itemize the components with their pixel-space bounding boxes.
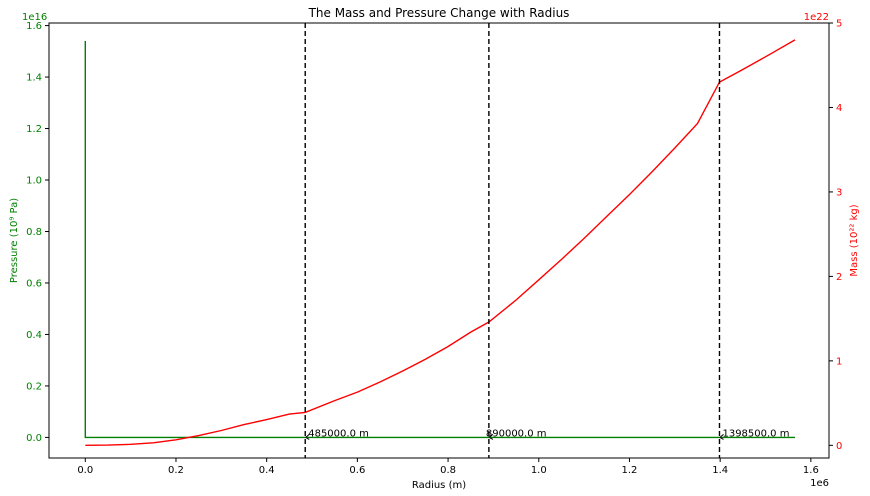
pressure-series-line <box>84 41 795 439</box>
y-left-tick-label: 0.8 <box>26 227 42 238</box>
radius-annotation: 485000.0 m <box>308 428 369 439</box>
x-tick-label: 1.6 <box>803 465 819 476</box>
x-tick-label: 0.2 <box>168 465 184 476</box>
y-left-offset-label: 1e16 <box>22 12 47 23</box>
chart-title: The Mass and Pressure Change with Radius <box>308 6 570 20</box>
y-left-tick-label: 1.6 <box>26 21 42 32</box>
radius-annotation: 1398500.0 m <box>722 428 789 439</box>
x-tick-label: 0.4 <box>259 465 275 476</box>
plot-frame <box>48 22 830 459</box>
y-left-axis-label: Pressure (10⁹ Pa) <box>9 198 20 283</box>
x-tick-label: 1.2 <box>622 465 638 476</box>
y-left-tick-label: 1.4 <box>26 73 42 84</box>
y-left-tick-label: 0.6 <box>26 278 42 289</box>
x-offset-label: 1e6 <box>810 478 829 489</box>
x-tick-label: 0.0 <box>77 465 93 476</box>
x-tick-label: 1.4 <box>712 465 728 476</box>
mass-series-line <box>85 39 796 446</box>
annotation-arrow <box>489 434 494 440</box>
y-right-tick-label: 4 <box>836 103 842 114</box>
y-left-tick-label: 0.0 <box>26 433 42 444</box>
y-right-tick-label: 3 <box>836 187 842 198</box>
y-left-tick-label: 1.0 <box>26 176 42 187</box>
y-right-tick-label: 5 <box>836 19 842 30</box>
y-left-tick-label: 0.2 <box>26 381 42 392</box>
annotation-arrow <box>305 434 310 440</box>
y-right-tick-label: 0 <box>836 441 842 452</box>
y-right-tick-label: 1 <box>836 356 842 367</box>
y-left-tick-label: 1.2 <box>26 124 42 135</box>
y-right-tick-label: 2 <box>836 272 842 283</box>
y-left-tick-label: 0.4 <box>26 330 42 341</box>
x-axis-label: Radius (m) <box>412 480 466 491</box>
annotation-arrow <box>719 434 724 440</box>
y-right-axis-label: Mass (10²² kg) <box>849 204 860 276</box>
x-tick-label: 0.6 <box>349 465 365 476</box>
x-tick-label: 0.8 <box>440 465 456 476</box>
x-tick-label: 1.0 <box>531 465 547 476</box>
y-right-offset-label: 1e22 <box>804 12 829 23</box>
radius-annotation: 890000.0 m <box>486 428 547 439</box>
